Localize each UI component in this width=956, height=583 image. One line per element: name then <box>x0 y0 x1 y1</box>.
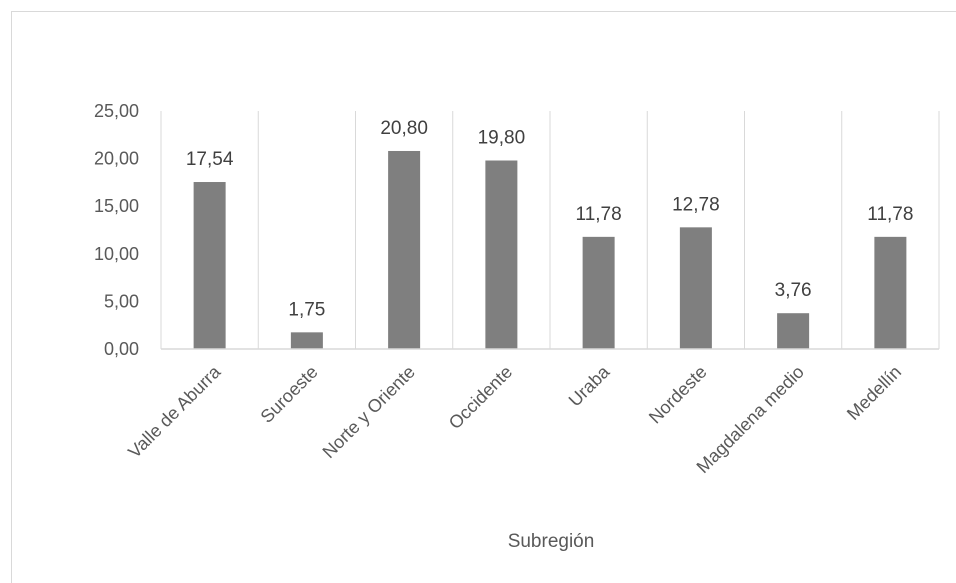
x-tick-label: Norte y Oriente <box>319 362 419 462</box>
x-tick-label: Occidente <box>445 362 516 433</box>
y-tick-label: 5,00 <box>104 291 139 311</box>
data-label: 3,76 <box>775 280 812 301</box>
x-tick-label: Uraba <box>565 361 615 411</box>
x-axis-title: Subregión <box>508 531 595 552</box>
bar <box>193 182 226 349</box>
data-label: 11,78 <box>867 204 913 225</box>
data-label: 11,78 <box>576 204 622 225</box>
bars <box>193 150 907 349</box>
y-tick-label: 20,00 <box>94 149 139 169</box>
data-labels: 17,54 1,75 20,80 19,80 11,78 12,78 3,76 11,78 <box>186 118 914 320</box>
y-tick-label: 0,00 <box>104 339 139 359</box>
data-label: 12,78 <box>672 194 720 215</box>
x-tick-label: Magdalena medio <box>693 362 808 477</box>
chart-frame <box>11 11 956 583</box>
data-label: 20,80 <box>380 118 428 139</box>
category-gridlines <box>160 111 940 349</box>
bar <box>388 150 421 349</box>
bar <box>777 313 810 349</box>
x-tick-label: Valle de Aburra <box>124 361 225 462</box>
x-tick-label: Suroeste <box>257 362 322 427</box>
bar <box>290 332 323 349</box>
x-tick-label: Medellín <box>843 362 905 424</box>
data-label: 19,80 <box>478 128 526 149</box>
data-label: 17,54 <box>186 149 234 170</box>
x-tick-label: Nordeste <box>645 362 711 428</box>
bar <box>679 227 712 349</box>
bar <box>485 160 518 349</box>
bar <box>582 236 615 349</box>
y-tick-label: 25,00 <box>94 101 139 121</box>
y-axis-ticks: 0,00 5,00 10,00 15,00 20,00 25,00 <box>94 101 139 359</box>
y-tick-label: 10,00 <box>94 244 139 264</box>
y-tick-label: 15,00 <box>94 196 139 216</box>
data-label: 1,75 <box>288 299 325 320</box>
bar <box>874 236 907 349</box>
